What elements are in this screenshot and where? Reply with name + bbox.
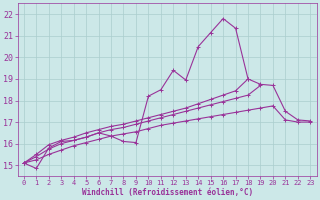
X-axis label: Windchill (Refroidissement éolien,°C): Windchill (Refroidissement éolien,°C) xyxy=(82,188,253,197)
